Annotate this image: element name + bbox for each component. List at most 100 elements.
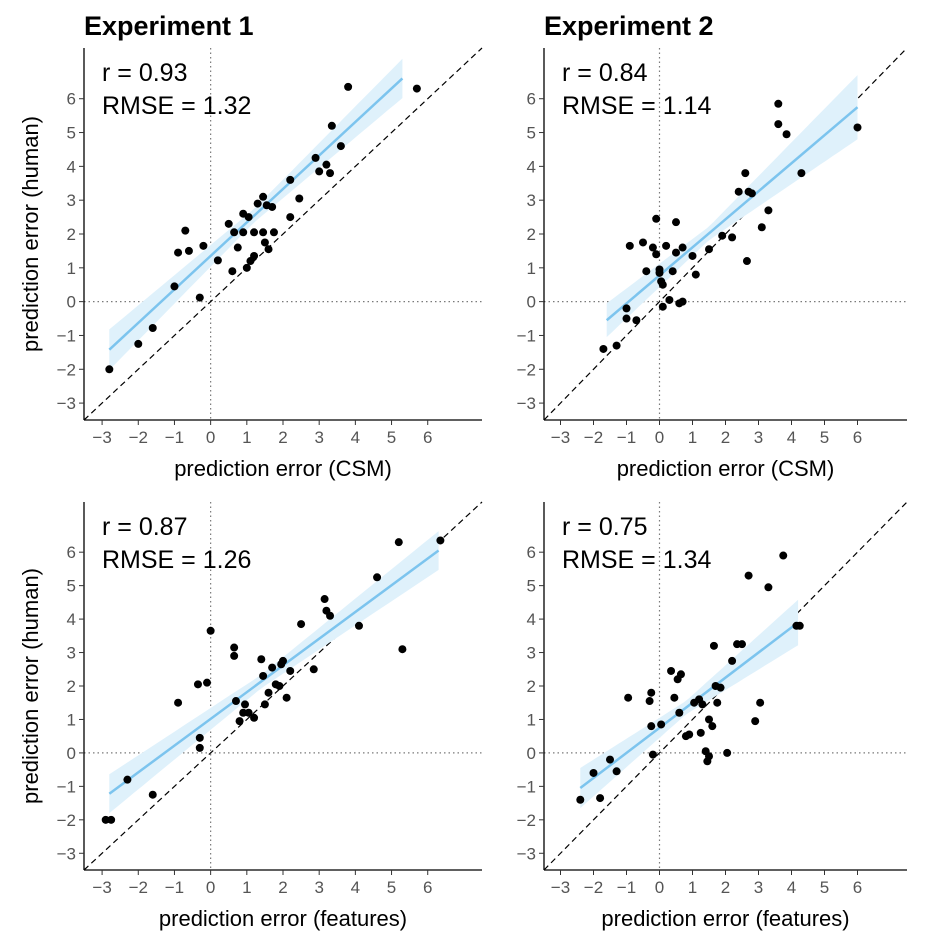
data-point [244, 213, 253, 222]
data-point [230, 228, 239, 237]
y-tick-label: 1 [527, 710, 536, 729]
data-point [326, 169, 335, 178]
data-point [672, 248, 680, 257]
data-point [326, 611, 335, 620]
panel-bottom-left: −3 −2 −1 0 1 2 3 4 5 6 −3 −2 −1 0 1 2 3 4 5 6 r = 0.87 RMSE =… [18, 501, 483, 931]
data-point [250, 228, 259, 237]
stat-rmse: RMSE = 1.26 [102, 546, 251, 574]
data-point [224, 219, 233, 228]
data-point [241, 700, 250, 709]
data-point [713, 698, 722, 707]
x-tick-label: −3 [551, 428, 570, 447]
data-point [741, 169, 750, 178]
data-point [148, 790, 157, 799]
data-point [632, 316, 641, 325]
data-point [728, 656, 737, 665]
y-tick-label: −3 [517, 394, 536, 413]
data-point [691, 270, 700, 279]
data-point [612, 341, 621, 350]
y-tick-label: 2 [67, 677, 76, 696]
x-tick-label: 0 [655, 428, 664, 447]
x-tick-label: 6 [423, 428, 432, 447]
y-tick-label: 0 [527, 744, 536, 763]
y-tick-label: 0 [67, 293, 76, 312]
data-point [322, 160, 331, 169]
data-point [344, 82, 353, 91]
data-point [213, 256, 222, 265]
y-tick-label: 1 [67, 710, 76, 729]
data-point [624, 693, 633, 702]
data-point [235, 717, 244, 726]
y-axis-title: prediction error (human) [18, 568, 43, 804]
x-tick-label: −2 [584, 878, 603, 897]
x-tick-label: −1 [617, 428, 636, 447]
data-point [742, 257, 751, 266]
x-tick-label: 1 [242, 428, 251, 447]
data-point [268, 663, 277, 672]
data-point [195, 733, 204, 742]
y-tick-label: 3 [67, 644, 76, 663]
data-point [668, 267, 677, 276]
y-tick-label: −1 [517, 326, 536, 345]
data-point [250, 713, 259, 722]
data-point [230, 643, 239, 652]
data-point [688, 251, 697, 260]
y-tick-label: −1 [57, 777, 76, 796]
x-tick-label: −3 [551, 878, 570, 897]
data-point [774, 99, 783, 108]
x-tick-label: 2 [721, 428, 730, 447]
data-point [199, 241, 208, 250]
y-tick-label: 4 [527, 157, 536, 176]
x-axis-title: prediction error (features) [601, 906, 849, 931]
data-point [259, 228, 268, 237]
data-point [642, 267, 651, 276]
y-axis-title: prediction error (human) [18, 116, 43, 352]
data-point [709, 641, 718, 650]
data-point [685, 730, 694, 739]
data-point [757, 223, 766, 232]
data-point [107, 815, 116, 824]
identity-line [543, 501, 908, 871]
y-tick-label: 6 [527, 90, 536, 109]
data-point [744, 571, 753, 580]
y-tick-label: 2 [67, 225, 76, 244]
data-point [134, 339, 143, 348]
panel-top-left: −3 −2 −1 0 1 2 3 4 5 6 −3 −2 −1 0 1 2 3 4 5 6 r = 0.93 RMSE =… [18, 47, 483, 481]
data-point [268, 202, 277, 211]
y-tick-label: 5 [67, 124, 76, 143]
data-point [195, 293, 204, 302]
data-point [678, 243, 687, 252]
regression-line [108, 77, 404, 351]
data-point [606, 755, 614, 764]
data-point [747, 189, 756, 198]
x-tick-label: −1 [617, 878, 636, 897]
data-point [250, 251, 259, 260]
data-point [315, 167, 324, 176]
data-point [286, 213, 295, 222]
y-tick-label: −3 [517, 844, 536, 863]
data-point [105, 365, 114, 374]
data-point [764, 583, 773, 592]
x-tick-label: 4 [351, 878, 360, 897]
data-point [782, 130, 791, 139]
data-point [184, 246, 193, 255]
data-point [652, 214, 661, 223]
x-tick-label: 5 [820, 428, 829, 447]
data-point [665, 295, 674, 304]
y-tick-label: 3 [527, 191, 536, 210]
data-point [230, 651, 239, 660]
y-tick-label: 5 [527, 124, 536, 143]
data-point [394, 538, 403, 547]
y-tick-label: 6 [67, 543, 76, 562]
data-point [675, 708, 684, 717]
data-point [676, 670, 685, 679]
x-tick-label: 0 [206, 878, 215, 897]
y-tick-label: −3 [57, 394, 76, 413]
data-point [647, 722, 656, 731]
data-point [244, 708, 253, 717]
x-axis-title: prediction error (CSM) [617, 456, 835, 481]
y-tick-label: 2 [527, 225, 536, 244]
data-point [658, 280, 667, 289]
data-point [576, 795, 585, 804]
data-point [398, 645, 407, 654]
